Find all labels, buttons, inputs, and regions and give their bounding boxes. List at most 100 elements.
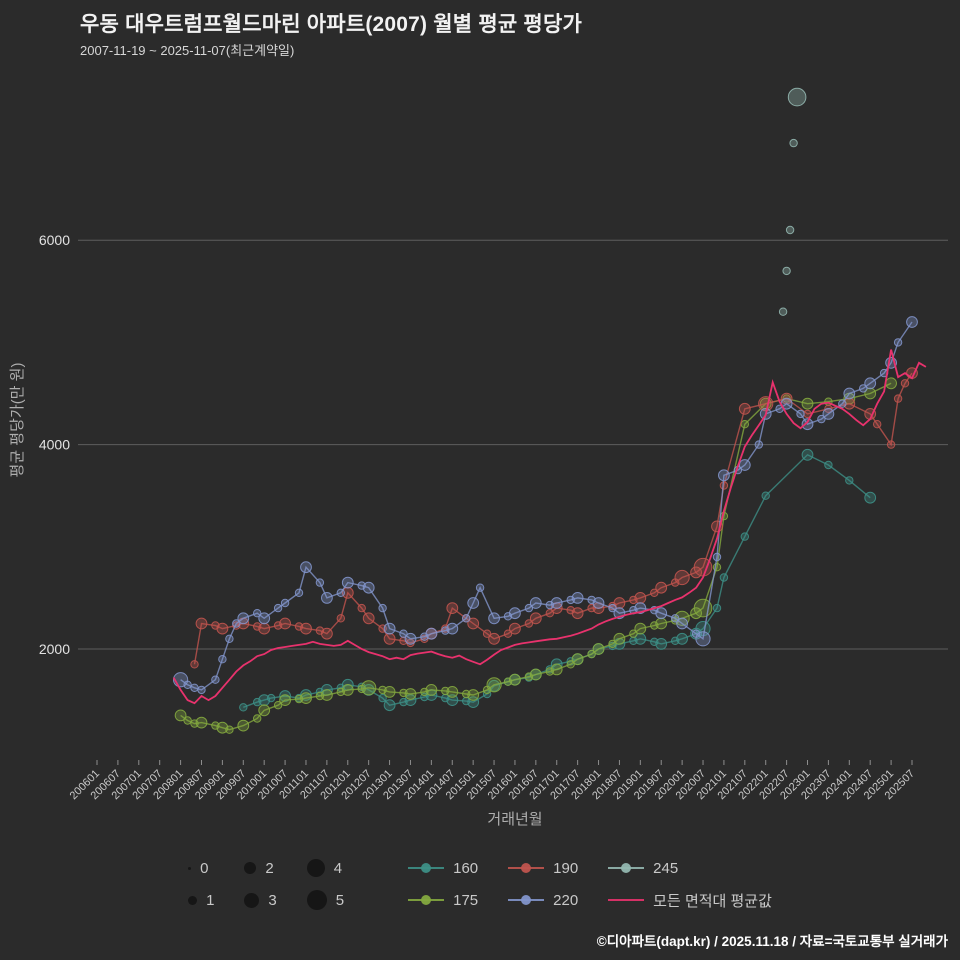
data-point-175[interactable] [801, 397, 814, 410]
data-point-220[interactable] [218, 655, 227, 664]
data-point-220[interactable] [336, 588, 345, 597]
data-point-220[interactable] [183, 680, 192, 689]
data-point-175[interactable] [864, 387, 877, 400]
data-point-160[interactable] [761, 491, 770, 500]
data-point-190[interactable] [571, 607, 584, 620]
data-point-190[interactable] [900, 379, 910, 388]
data-point-190[interactable] [258, 622, 271, 635]
data-point-245[interactable] [787, 87, 807, 107]
data-point-175[interactable] [613, 632, 626, 645]
series-legend-item-245[interactable]: 245 [608, 856, 772, 880]
data-point-160[interactable] [655, 638, 668, 650]
data-point-175[interactable] [529, 668, 542, 681]
data-point-220[interactable] [467, 597, 480, 609]
data-point-245[interactable] [785, 225, 795, 235]
data-point-220[interactable] [190, 683, 199, 692]
data-point-220[interactable] [258, 612, 271, 625]
data-point-175[interactable] [509, 673, 521, 686]
data-point-220[interactable] [893, 338, 903, 347]
data-point-175[interactable] [740, 420, 749, 429]
data-point-190[interactable] [634, 592, 647, 604]
data-point-220[interactable] [671, 614, 680, 623]
data-point-190[interactable] [195, 617, 208, 630]
data-point-190[interactable] [524, 619, 534, 628]
data-point-160[interactable] [719, 573, 729, 582]
data-point-160[interactable] [239, 703, 248, 712]
data-point-220[interactable] [524, 603, 534, 613]
data-point-175[interactable] [383, 686, 396, 698]
data-point-160[interactable] [266, 693, 276, 703]
data-point-220[interactable] [225, 634, 234, 643]
data-point-175[interactable] [225, 725, 234, 734]
data-point-220[interactable] [859, 384, 868, 393]
data-point-175[interactable] [279, 694, 292, 706]
data-point-160[interactable] [383, 699, 396, 712]
data-point-220[interactable] [237, 612, 250, 625]
data-point-175[interactable] [566, 660, 575, 669]
data-point-220[interactable] [232, 619, 241, 628]
data-point-220[interactable] [592, 597, 605, 609]
data-point-190[interactable] [216, 622, 229, 635]
data-point-160[interactable] [488, 679, 501, 692]
data-point-220[interactable] [197, 685, 206, 695]
data-point-245[interactable] [782, 266, 791, 276]
data-point-220[interactable] [253, 609, 262, 618]
data-point-220[interactable] [404, 632, 417, 645]
data-point-245[interactable] [778, 307, 788, 316]
data-point-160[interactable] [258, 694, 271, 706]
data-point-160[interactable] [824, 460, 833, 470]
series-legend-item-모든 면적대 평균값[interactable]: 모든 면적대 평균값 [608, 888, 772, 912]
data-point-190[interactable] [650, 588, 659, 597]
data-point-220[interactable] [399, 629, 408, 638]
data-point-220[interactable] [294, 588, 304, 597]
data-point-220[interactable] [475, 583, 485, 592]
data-point-220[interactable] [280, 598, 290, 608]
data-point-220[interactable] [341, 576, 354, 589]
data-point-220[interactable] [315, 578, 325, 587]
data-point-190[interactable] [509, 622, 521, 635]
data-point-160[interactable] [712, 603, 722, 613]
data-point-175[interactable] [467, 689, 480, 701]
data-point-220[interactable] [843, 387, 856, 400]
data-point-175[interactable] [404, 688, 417, 700]
data-point-175[interactable] [341, 684, 354, 696]
data-point-190[interactable] [321, 627, 333, 640]
data-point-175[interactable] [634, 622, 647, 635]
data-point-220[interactable] [608, 603, 617, 613]
data-point-175[interactable] [183, 716, 192, 725]
data-point-220[interactable] [838, 399, 847, 408]
data-point-190[interactable] [279, 617, 292, 630]
data-point-190[interactable] [873, 420, 882, 429]
data-point-175[interactable] [655, 617, 668, 630]
data-point-190[interactable] [300, 622, 312, 635]
data-point-175[interactable] [253, 714, 262, 723]
data-point-190[interactable] [467, 617, 480, 630]
data-point-190[interactable] [362, 612, 375, 625]
data-point-175[interactable] [608, 639, 617, 649]
data-point-160[interactable] [801, 448, 814, 461]
data-point-190[interactable] [886, 440, 896, 449]
data-point-220[interactable] [509, 607, 521, 620]
data-point-220[interactable] [273, 603, 283, 613]
data-point-160[interactable] [634, 632, 647, 645]
data-point-190[interactable] [503, 629, 513, 638]
data-point-190[interactable] [655, 581, 668, 594]
data-point-220[interactable] [655, 607, 668, 620]
data-point-160[interactable] [446, 694, 459, 706]
data-point-175[interactable] [195, 716, 208, 729]
series-legend-item-220[interactable]: 220 [508, 888, 578, 912]
data-point-220[interactable] [378, 603, 387, 613]
data-point-160[interactable] [845, 476, 854, 485]
data-point-190[interactable] [613, 597, 626, 609]
data-point-190[interactable] [446, 602, 459, 614]
data-point-175[interactable] [300, 692, 312, 704]
data-point-220[interactable] [211, 675, 220, 684]
data-point-160[interactable] [378, 693, 387, 703]
data-point-220[interactable] [864, 377, 877, 390]
data-point-220[interactable] [550, 597, 563, 609]
data-point-220[interactable] [822, 408, 835, 420]
data-point-220[interactable] [801, 418, 814, 431]
data-point-190[interactable] [482, 629, 492, 638]
data-point-190[interactable] [545, 609, 554, 618]
data-point-220[interactable] [796, 409, 805, 419]
